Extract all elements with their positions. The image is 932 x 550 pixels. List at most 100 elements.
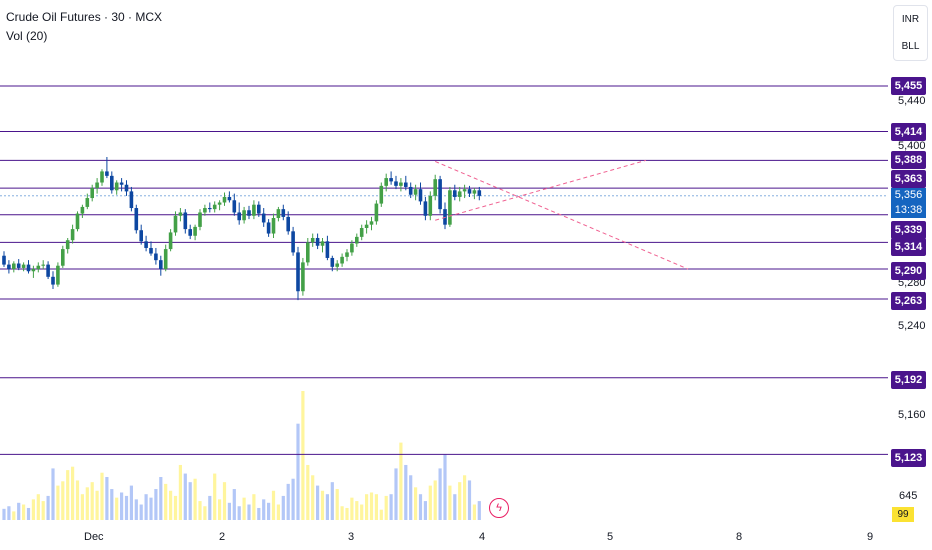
candle-body — [261, 213, 266, 223]
volume-bar — [340, 506, 344, 520]
candle-body — [90, 188, 94, 199]
volume-bar — [222, 482, 227, 520]
candle-body — [428, 195, 433, 216]
volume-bar — [335, 489, 339, 520]
level-label-5123: 5,123 — [891, 449, 926, 467]
candle-body — [472, 190, 477, 194]
volume-bar — [134, 499, 138, 520]
candle-body — [291, 231, 295, 253]
price-tick-label: 5,240 — [898, 320, 926, 332]
candle-body — [345, 252, 349, 257]
candle-body — [399, 182, 403, 186]
volume-bar — [384, 495, 388, 520]
candle-body — [247, 210, 251, 216]
volume-bar — [247, 504, 251, 520]
volume-indicator-label[interactable]: Vol (20) — [6, 29, 48, 43]
volume-bar — [71, 466, 75, 520]
volume-bar — [428, 485, 432, 520]
x-tick-label: 3 — [348, 531, 355, 543]
candle-body — [462, 189, 467, 192]
candle-body — [404, 182, 408, 187]
candle-body — [448, 190, 452, 225]
candle-body — [340, 256, 344, 264]
volume-bar — [95, 490, 99, 520]
level-label-5263: 5,263 — [891, 292, 926, 310]
level-label-5455: 5,455 — [891, 77, 926, 95]
candle-body — [320, 241, 325, 246]
lightning-icon[interactable]: ϟ — [489, 498, 509, 518]
volume-bar — [458, 482, 462, 520]
candle-body — [227, 196, 232, 201]
x-tick-label: 2 — [219, 531, 226, 543]
candle-body — [114, 182, 119, 191]
level-label-5388: 5,388 — [891, 151, 926, 169]
candle-body — [222, 196, 227, 203]
candle-body — [46, 264, 50, 277]
candle-body — [315, 237, 320, 246]
volume-bar — [301, 391, 305, 520]
price-tick-label: 5,400 — [898, 140, 926, 152]
candle-body — [310, 237, 315, 243]
candle-body — [41, 264, 45, 266]
volume-bar — [203, 506, 207, 520]
candle-body — [242, 210, 246, 221]
volume-bar — [252, 494, 256, 520]
volume-bar — [267, 502, 271, 520]
candle-body — [281, 209, 286, 217]
volume-bar — [22, 504, 26, 520]
volume-bar — [159, 477, 163, 520]
price-tick-label: 5,440 — [898, 95, 926, 107]
volume-bar — [154, 489, 158, 520]
candle-body — [438, 179, 442, 210]
volume-bar — [129, 485, 133, 520]
volume-bar — [100, 472, 104, 520]
volume-bar — [139, 504, 143, 520]
volume-bar — [193, 478, 197, 520]
candle-body — [335, 263, 339, 267]
candle-body — [124, 184, 129, 192]
candle-body — [413, 189, 418, 195]
candle-body — [257, 204, 261, 214]
candle-body — [369, 221, 374, 225]
volume-value-label: 645 — [899, 490, 918, 502]
candle-body — [163, 249, 168, 270]
candle-body — [389, 178, 393, 182]
candle-body — [433, 179, 437, 196]
candle-body — [80, 206, 85, 214]
candle-body — [70, 229, 75, 241]
volume-bar — [144, 494, 148, 520]
volume-bar — [75, 480, 80, 520]
candle-body — [379, 185, 384, 204]
volume-bar — [281, 495, 285, 520]
triangle-lower-line — [435, 159, 647, 221]
candle-body — [105, 171, 109, 176]
chart-title: Crude Oil Futures · 30 · MCX — [6, 10, 163, 24]
volume-bar — [208, 495, 212, 520]
candle-body — [173, 215, 178, 233]
volume-bar — [7, 506, 11, 520]
volume-bar — [242, 497, 246, 520]
volume-bar — [423, 501, 427, 520]
level-label-5314: 5,314 — [891, 238, 926, 256]
currency-selector[interactable]: INR BLL — [893, 5, 928, 61]
volume-bar — [120, 492, 124, 520]
last-price-value: 5,356 — [894, 189, 923, 201]
volume-bar — [291, 478, 295, 520]
volume-bar — [17, 502, 21, 520]
level-label-5339: 5,339 — [891, 221, 926, 239]
candle-body — [183, 212, 188, 230]
candle-body — [266, 222, 271, 234]
currency-bll[interactable]: BLL — [901, 41, 920, 52]
currency-inr[interactable]: INR — [901, 14, 920, 25]
candle-body — [467, 189, 472, 194]
volume-bar — [46, 495, 50, 520]
candle-body — [31, 269, 36, 272]
volume-bar — [169, 490, 173, 520]
volume-bar — [399, 442, 403, 520]
volume-bar — [232, 489, 236, 520]
volume-bar — [66, 470, 70, 520]
volume-bar — [262, 499, 266, 520]
volume-bar — [80, 494, 84, 520]
level-label-5290: 5,290 — [891, 262, 926, 280]
